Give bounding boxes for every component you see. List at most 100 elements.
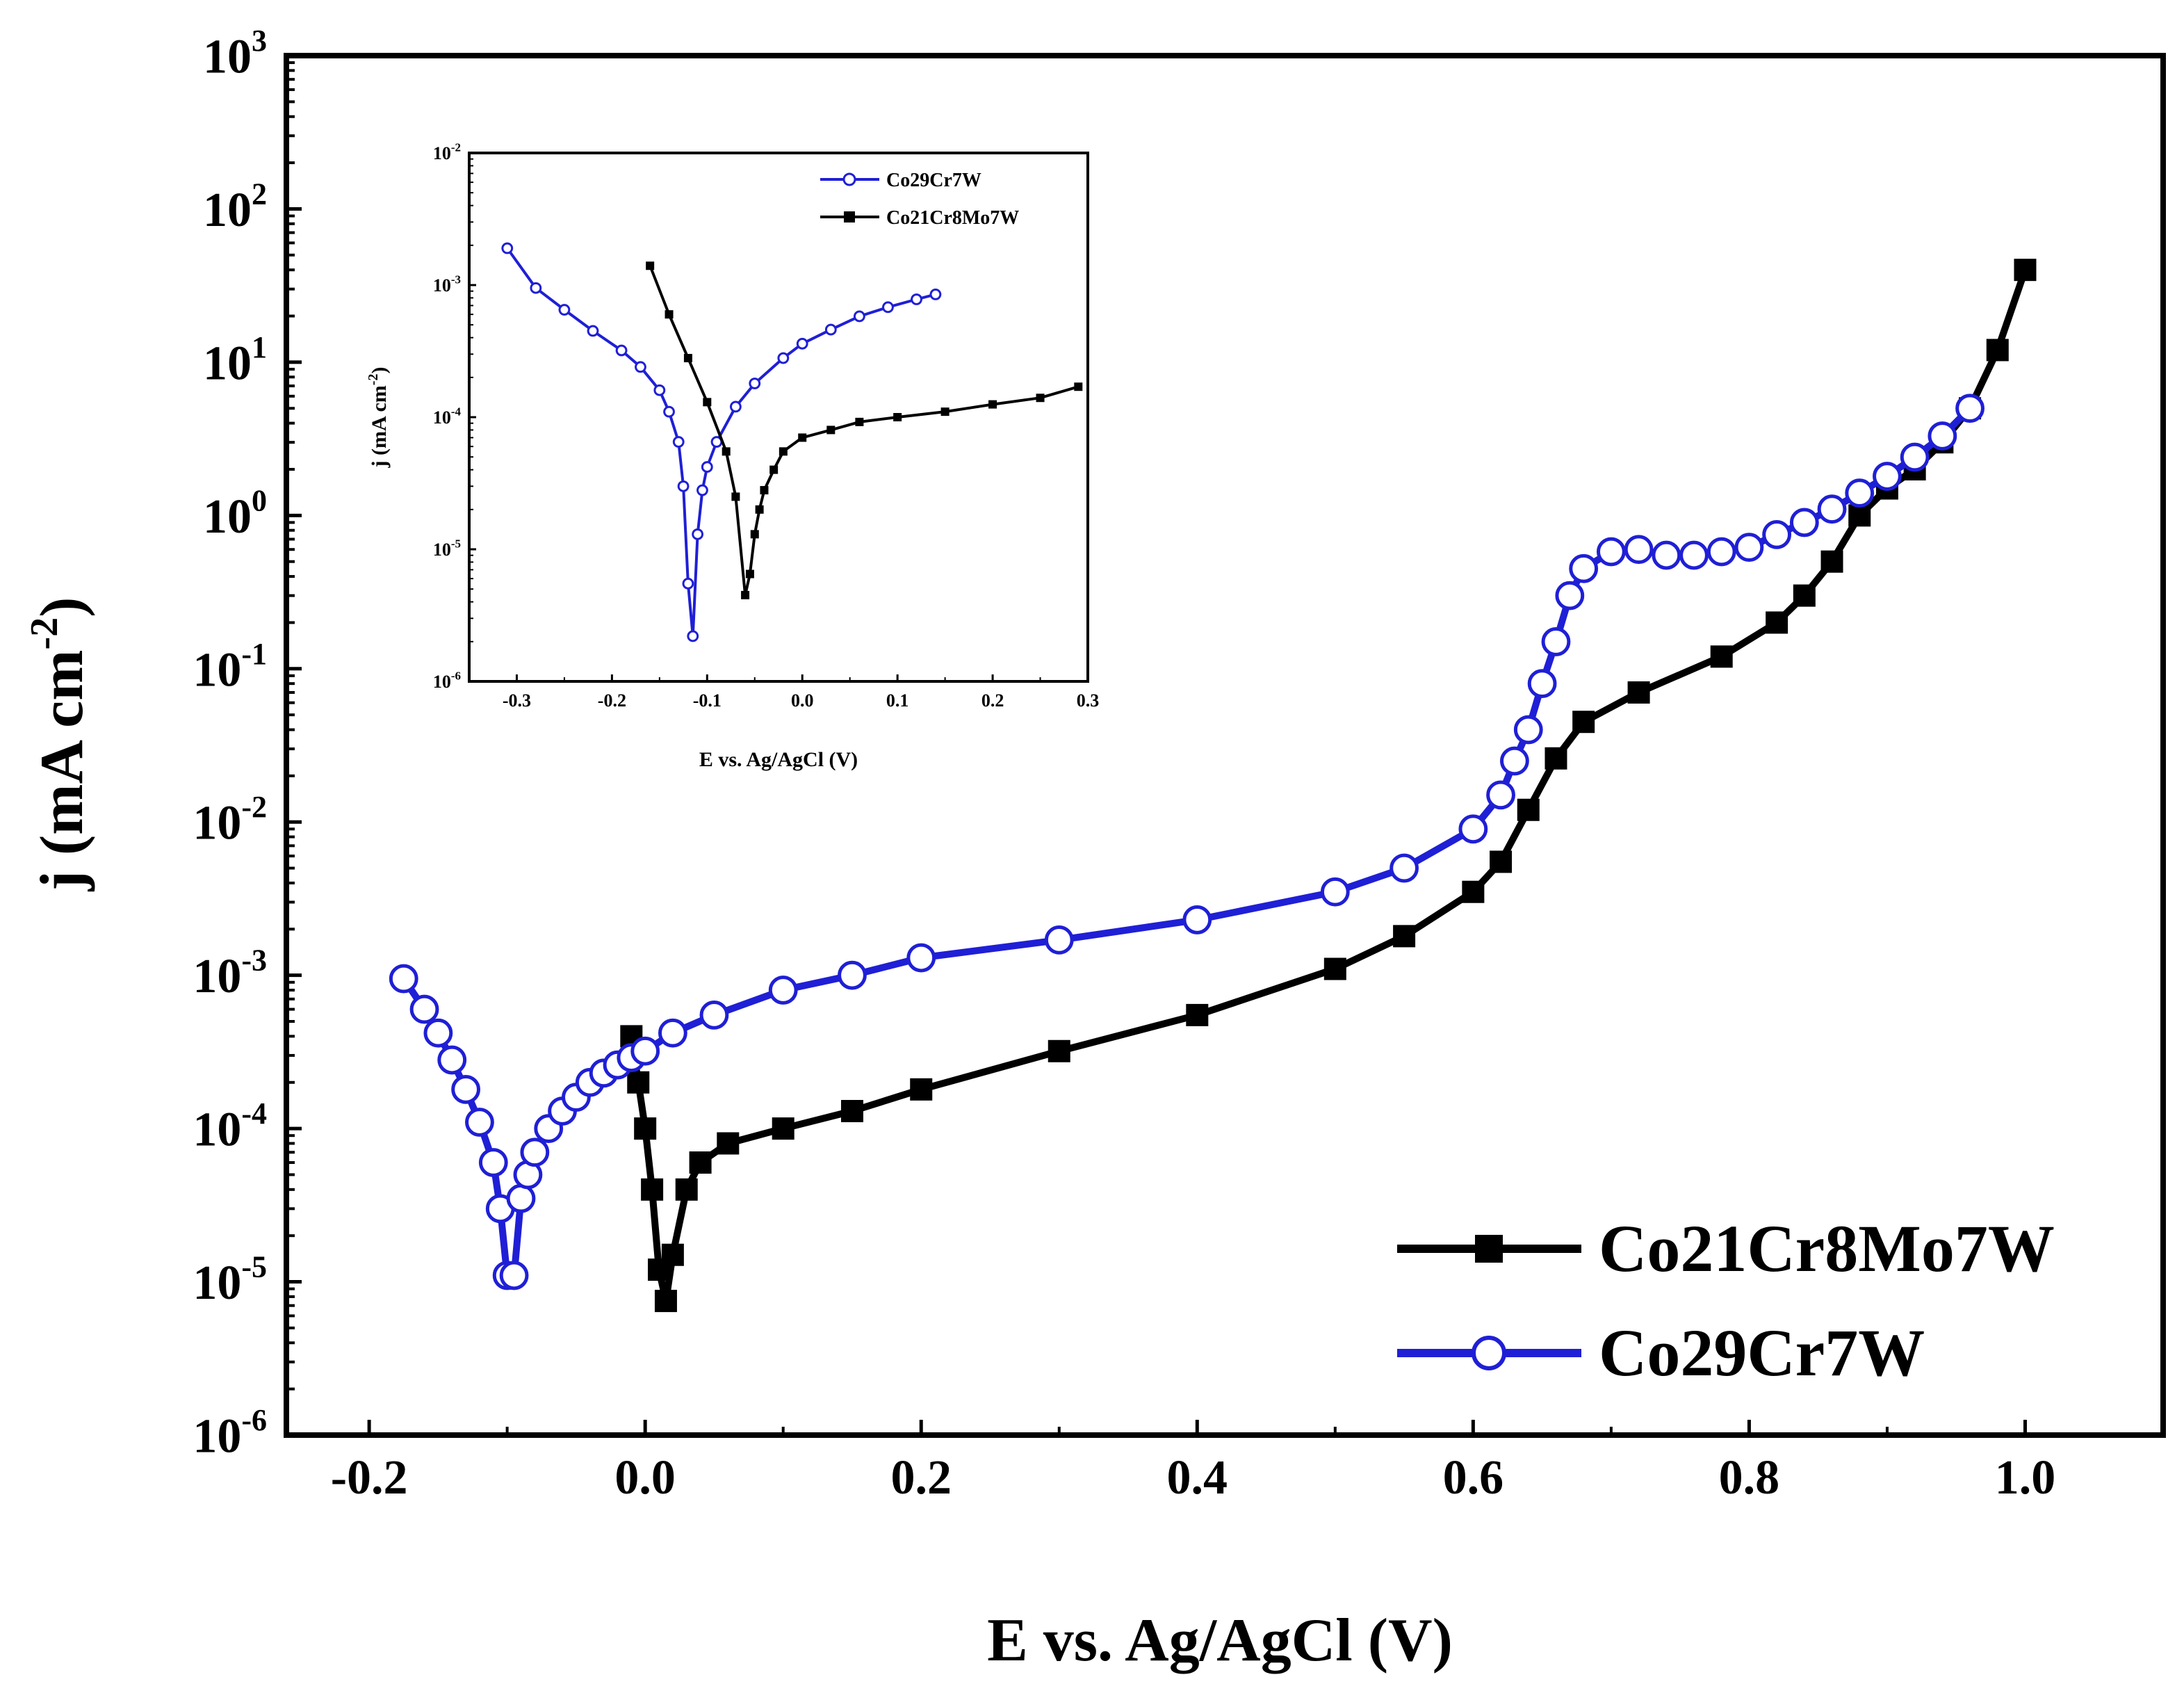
main-data-point-co21cr8mo7w [1186, 1003, 1209, 1026]
inset-x-ticks: -0.3 -0.2 -0.1 0.0 0.1 0.2 0.3 [503, 674, 1099, 711]
main-data-point-co29cr7w [478, 1148, 508, 1177]
inset-data-point-co21cr8mo7w [665, 310, 674, 319]
inset-data-point-co21cr8mo7w [745, 569, 754, 578]
main-data-point-co21cr8mo7w [1048, 1039, 1070, 1062]
main-y-tick-label: 10-1 [193, 637, 267, 697]
main-data-point-co29cr7w [1734, 533, 1764, 562]
inset-data-point-co21cr8mo7w [722, 447, 731, 456]
inset-data-point-co21cr8mo7w [703, 398, 712, 407]
inset-data-point-co21cr8mo7w [646, 261, 655, 270]
main-data-point-co29cr7w [1044, 925, 1074, 955]
legend-entry-co29cr7w: Co29Cr7W [1397, 1315, 1925, 1390]
inset-y-tick-label: 10-5 [433, 537, 461, 560]
inset-data-point-co29cr7w [853, 310, 865, 323]
main-data-point-co29cr7w [520, 1137, 550, 1167]
main-data-point-co29cr7w [1527, 669, 1557, 699]
main-data-point-co29cr7w [437, 1045, 467, 1075]
main-legend: Co21Cr8Mo7W Co29Cr7W [1397, 1211, 2055, 1390]
inset-legend: Co29Cr7W Co21Cr8Mo7W [820, 170, 1019, 229]
inset-data-point-co29cr7w [530, 282, 542, 294]
main-data-point-co21cr8mo7w [1323, 957, 1346, 980]
inset-y-ticks: 10-2 10-3 10-4 10-5 10-6 [433, 140, 476, 692]
main-x-tick-label: 0.4 [1167, 1451, 1228, 1505]
inset-legend-label-co29cr7w: Co29Cr7W [886, 170, 981, 191]
main-data-point-co21cr8mo7w [1710, 645, 1733, 668]
main-y-tick-label: 10-3 [193, 944, 267, 1004]
main-data-point-co29cr7w [1458, 814, 1488, 844]
main-data-point-co21cr8mo7w [1572, 711, 1595, 734]
main-y-axis-label-sup: -2 [23, 617, 66, 650]
inset-data-point-co21cr8mo7w [826, 426, 836, 435]
main-data-point-co29cr7w [1486, 780, 1515, 810]
inset-data-point-co29cr7w [929, 289, 942, 300]
inset-data-point-co29cr7w [729, 400, 742, 413]
main-data-point-co29cr7w [506, 1183, 536, 1213]
main-y-ticks: 103 102 101 100 10-1 10-2 10-3 10-4 10-5 10-6 [193, 24, 302, 1464]
inset-data-point-co21cr8mo7w [779, 447, 788, 456]
main-data-point-co21cr8mo7w [910, 1078, 933, 1101]
main-y-axis-label-text: j (mA cm [28, 649, 96, 891]
inset-legend-marker-co29cr7w [842, 172, 856, 186]
inset-data-point-co21cr8mo7w [855, 417, 864, 426]
main-x-ticks: -0.2 0.0 0.2 0.4 0.6 0.8 1.0 [331, 1420, 2055, 1505]
inset-data-point-co21cr8mo7w [731, 492, 740, 501]
main-data-point-co29cr7w [658, 1018, 687, 1048]
main-x-tick-label: 0.6 [1443, 1451, 1504, 1505]
main-data-point-co21cr8mo7w [634, 1117, 657, 1140]
main-data-point-co29cr7w [1652, 540, 1681, 570]
main-data-point-co29cr7w [499, 1261, 529, 1290]
inset-legend-entry-co21cr8mo7w: Co21Cr8Mo7W [820, 207, 1019, 229]
main-data-point-co21cr8mo7w [689, 1151, 712, 1174]
main-y-axis-label: j (mA cm-2) [23, 597, 96, 892]
inset-data-point-co21cr8mo7w [683, 354, 692, 363]
inset-y-axis-label: j (mA cm-2) [366, 367, 391, 469]
main-data-point-co29cr7w [1873, 462, 1902, 491]
main-data-point-co29cr7w [389, 964, 418, 994]
inset-x-tick-label: -0.2 [598, 690, 626, 711]
inset-data-point-co29cr7w [777, 352, 790, 364]
inset-data-point-co29cr7w [682, 577, 694, 590]
inset-data-point-co21cr8mo7w [940, 407, 950, 416]
main-x-tick-label: 0.2 [890, 1451, 952, 1505]
inset-data-point-co29cr7w [692, 528, 704, 540]
main-y-tick-label: 103 [203, 24, 267, 84]
main-data-point-co21cr8mo7w [1545, 747, 1567, 770]
inset-x-tick-label: 0.1 [886, 690, 909, 711]
main-data-point-co29cr7w [1596, 537, 1626, 567]
main-data-point-co21cr8mo7w [1462, 880, 1485, 903]
inset-data-point-co29cr7w [653, 384, 666, 396]
main-data-point-co29cr7w [1928, 421, 1957, 451]
inset-data-point-co21cr8mo7w [798, 433, 807, 442]
main-data-point-co29cr7w [1541, 627, 1571, 656]
main-data-point-co29cr7w [1679, 540, 1709, 570]
main-data-point-co29cr7w [1706, 537, 1736, 567]
inset-data-point-co21cr8mo7w [988, 400, 997, 409]
main-data-point-co21cr8mo7w [840, 1099, 863, 1122]
main-series-layer [389, 259, 2037, 1313]
main-data-point-co21cr8mo7w [661, 1243, 684, 1266]
legend-marker-co29cr7w [1472, 1336, 1506, 1370]
inset-y-tick-label: 10-6 [433, 669, 461, 692]
main-y-tick-label: 10-2 [193, 790, 267, 850]
main-data-point-co21cr8mo7w [1393, 925, 1416, 948]
main-x-tick-label: 0.0 [614, 1451, 676, 1505]
main-x-axis-label: E vs. Ag/AgCl (V) [987, 1607, 1453, 1674]
inset-data-point-co29cr7w [558, 304, 571, 316]
main-data-point-co29cr7w [1789, 508, 1819, 537]
inset-data-point-co29cr7w [501, 242, 514, 254]
main-y-tick-label: 101 [203, 330, 267, 391]
main-y-tick-label: 10-6 [193, 1403, 267, 1464]
inset-x-tick-label: 0.3 [1077, 690, 1100, 711]
inset-data-point-co21cr8mo7w [760, 486, 769, 495]
main-data-point-co21cr8mo7w [1517, 798, 1540, 821]
inset-data-point-co29cr7w [615, 344, 628, 357]
inset-y-tick-label: 10-3 [433, 273, 461, 295]
main-data-point-co21cr8mo7w [717, 1132, 740, 1155]
main-y-tick-label: 102 [203, 177, 267, 237]
main-data-point-co29cr7w [906, 943, 936, 973]
main-data-point-co21cr8mo7w [1848, 504, 1871, 527]
main-y-axis-label-close: ) [28, 597, 96, 617]
main-data-point-co21cr8mo7w [1986, 339, 2009, 362]
main-y-tick-label: 100 [203, 483, 267, 544]
